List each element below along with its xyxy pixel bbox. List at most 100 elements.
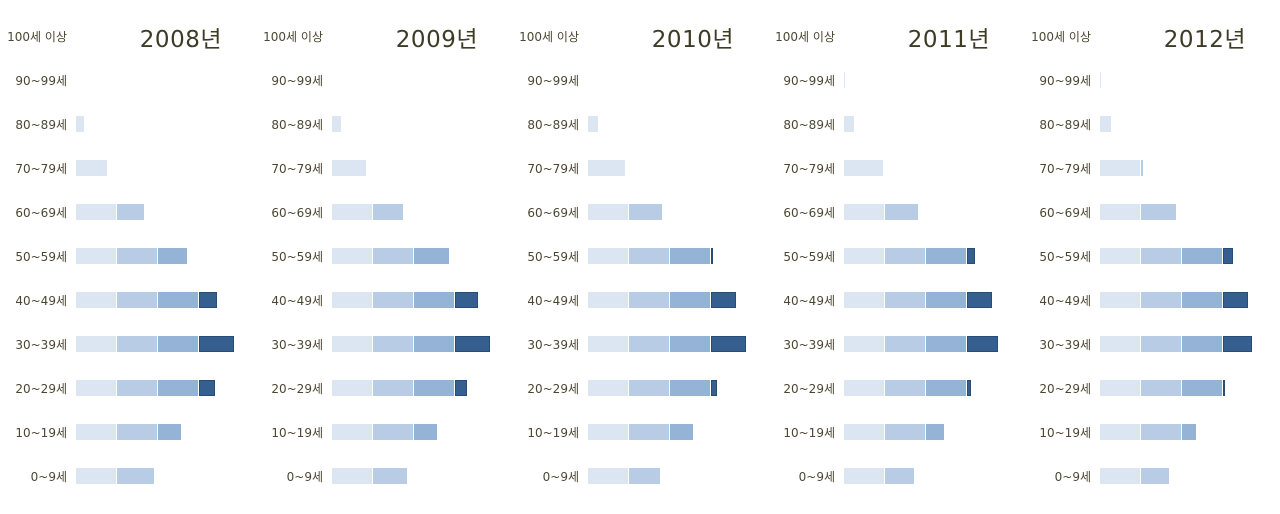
bar-segment (588, 292, 628, 308)
age-group-label: 70~79세 (271, 162, 323, 176)
age-group-label: 30~39세 (1039, 338, 1091, 352)
age-group-label: 30~39세 (783, 338, 835, 352)
bar-segment (1100, 292, 1140, 308)
bar-segment (711, 380, 717, 396)
age-group-label: 100세 이상 (7, 30, 67, 44)
bar-segment (199, 292, 217, 308)
age-group-label: 90~99세 (271, 74, 323, 88)
age-group-label: 30~39세 (15, 338, 67, 352)
bar-segment (1141, 468, 1169, 484)
bar-segment (1141, 248, 1181, 264)
age-group-label: 20~29세 (271, 382, 323, 396)
age-group-label: 20~29세 (15, 382, 67, 396)
bar-segment (76, 160, 107, 176)
bar-segment (332, 204, 372, 220)
bar-segment (414, 336, 454, 352)
bar-segment (967, 248, 975, 264)
bar-segment (670, 248, 710, 264)
bar-segment (332, 424, 372, 440)
bar-segment (414, 248, 449, 264)
bar-segment (588, 468, 628, 484)
bar-segment (455, 380, 467, 396)
age-group-label: 100세 이상 (775, 30, 835, 44)
bar-segment (588, 160, 625, 176)
bar-segment (158, 380, 198, 396)
bar-area (844, 0, 1020, 514)
age-group-label: 0~9세 (798, 470, 835, 484)
age-group-label: 90~99세 (783, 74, 835, 88)
bar-segment (414, 380, 454, 396)
bar-segment (117, 468, 154, 484)
age-group-label: 100세 이상 (263, 30, 323, 44)
age-group-label: 80~89세 (271, 118, 323, 132)
bar-segment (629, 468, 660, 484)
bar-segment (670, 336, 710, 352)
year-panel: 2008년 100세 이상 90~99세 80~89세 70~79세 60~69세 50~5… (0, 0, 256, 514)
bar-segment (844, 160, 883, 176)
age-group-label: 10~19세 (15, 426, 67, 440)
age-group-label: 70~79세 (527, 162, 579, 176)
age-group-label: 30~39세 (271, 338, 323, 352)
bar-segment (629, 204, 662, 220)
bar-segment (414, 424, 437, 440)
bar-segment (967, 336, 998, 352)
age-group-label: 10~19세 (271, 426, 323, 440)
bar-segment (332, 336, 372, 352)
bar-segment (885, 204, 918, 220)
age-group-label: 80~89세 (527, 118, 579, 132)
bar-segment (629, 380, 669, 396)
year-panel: 2011년 100세 이상 90~99세 80~89세 70~79세 60~69세 50~5… (768, 0, 1024, 514)
year-title: 2009년 (395, 27, 478, 53)
year-title: 2012년 (1163, 27, 1246, 53)
age-group-label: 20~29세 (1039, 382, 1091, 396)
bar-segment (117, 248, 157, 264)
bar-segment (1182, 424, 1196, 440)
year-panel: 2012년 100세 이상 90~99세 80~89세 70~79세 60~69세 50~5… (1024, 0, 1280, 514)
bar-segment (1100, 336, 1140, 352)
bar-segment (158, 248, 187, 264)
age-group-label: 0~9세 (542, 470, 579, 484)
age-group-label: 70~79세 (783, 162, 835, 176)
bar-segment (158, 424, 181, 440)
bar-segment (885, 248, 925, 264)
bar-segment (1182, 248, 1222, 264)
bar-area (332, 0, 508, 514)
bar-segment (117, 292, 157, 308)
bar-segment (844, 116, 854, 132)
bar-segment (1100, 468, 1140, 484)
bar-segment (332, 380, 372, 396)
bar-segment (670, 424, 693, 440)
bar-segment (332, 248, 372, 264)
age-group-label: 20~29세 (783, 382, 835, 396)
bar-segment (1182, 292, 1222, 308)
bar-segment (926, 292, 966, 308)
bar-segment (967, 292, 992, 308)
bar-segment (629, 424, 669, 440)
bar-segment (373, 204, 403, 220)
bar-segment (844, 248, 884, 264)
bar-segment (373, 380, 413, 396)
bar-segment (844, 292, 884, 308)
bar-segment (844, 468, 884, 484)
bar-segment (629, 292, 669, 308)
age-group-label: 70~79세 (15, 162, 67, 176)
bar-segment (373, 248, 413, 264)
bar-segment (1100, 424, 1140, 440)
bar-segment (332, 292, 372, 308)
bar-segment (844, 336, 884, 352)
bar-segment (588, 424, 628, 440)
bar-segment (1100, 160, 1140, 176)
age-group-label: 40~49세 (1039, 294, 1091, 308)
bar-segment (158, 292, 198, 308)
age-group-label: 0~9세 (1054, 470, 1091, 484)
bar-segment (117, 204, 144, 220)
age-group-label: 90~99세 (527, 74, 579, 88)
bar-segment (711, 248, 713, 264)
age-group-label: 50~59세 (271, 250, 323, 264)
age-group-label: 0~9세 (30, 470, 67, 484)
age-group-label: 80~89세 (1039, 118, 1091, 132)
bar-segment (1100, 248, 1140, 264)
bar-segment (1223, 380, 1225, 396)
bar-segment (629, 336, 669, 352)
bar-segment (711, 292, 736, 308)
